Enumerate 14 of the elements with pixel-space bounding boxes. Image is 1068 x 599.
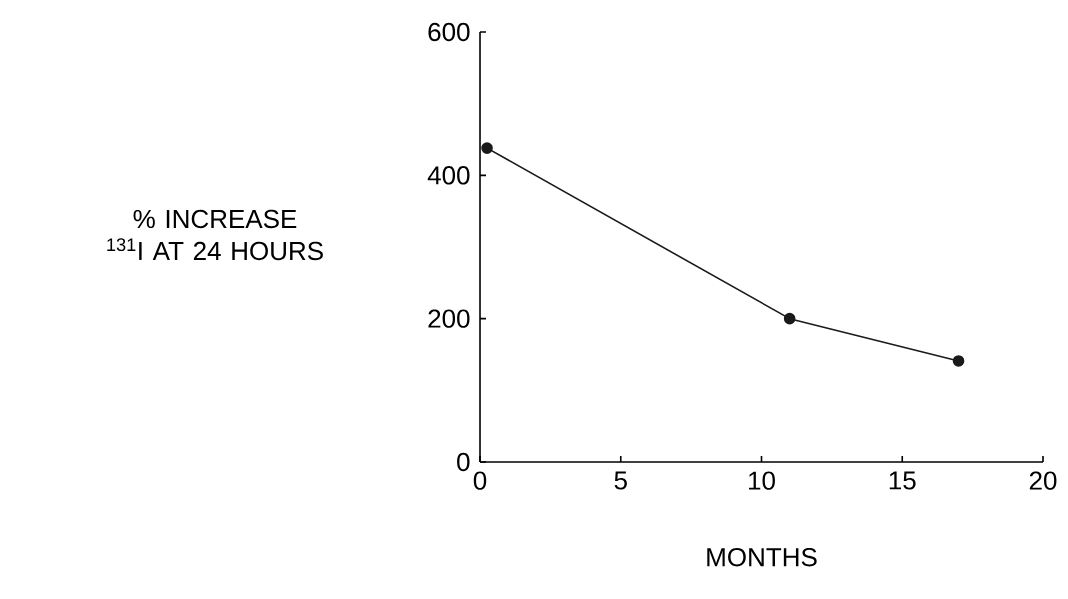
y-tick-label: 400	[427, 166, 470, 185]
y-tick-label: 200	[428, 309, 470, 328]
x-tick-label: 5	[614, 471, 627, 490]
x-tick-label: 0	[473, 471, 487, 490]
y-axis-title: % INCREASE $^{131}$I AT 24 HOURS	[107, 209, 323, 261]
x-tick-label: 10	[749, 471, 775, 490]
y-tick-label: 600	[428, 22, 470, 42]
x-axis-title: MONTHS	[707, 547, 817, 567]
point	[481, 142, 493, 154]
point	[783, 312, 796, 325]
x-tick-label: 15	[889, 471, 916, 490]
y-tick-label: 0	[457, 452, 470, 472]
point	[952, 355, 965, 367]
x-tick-label: 20	[1029, 471, 1057, 490]
